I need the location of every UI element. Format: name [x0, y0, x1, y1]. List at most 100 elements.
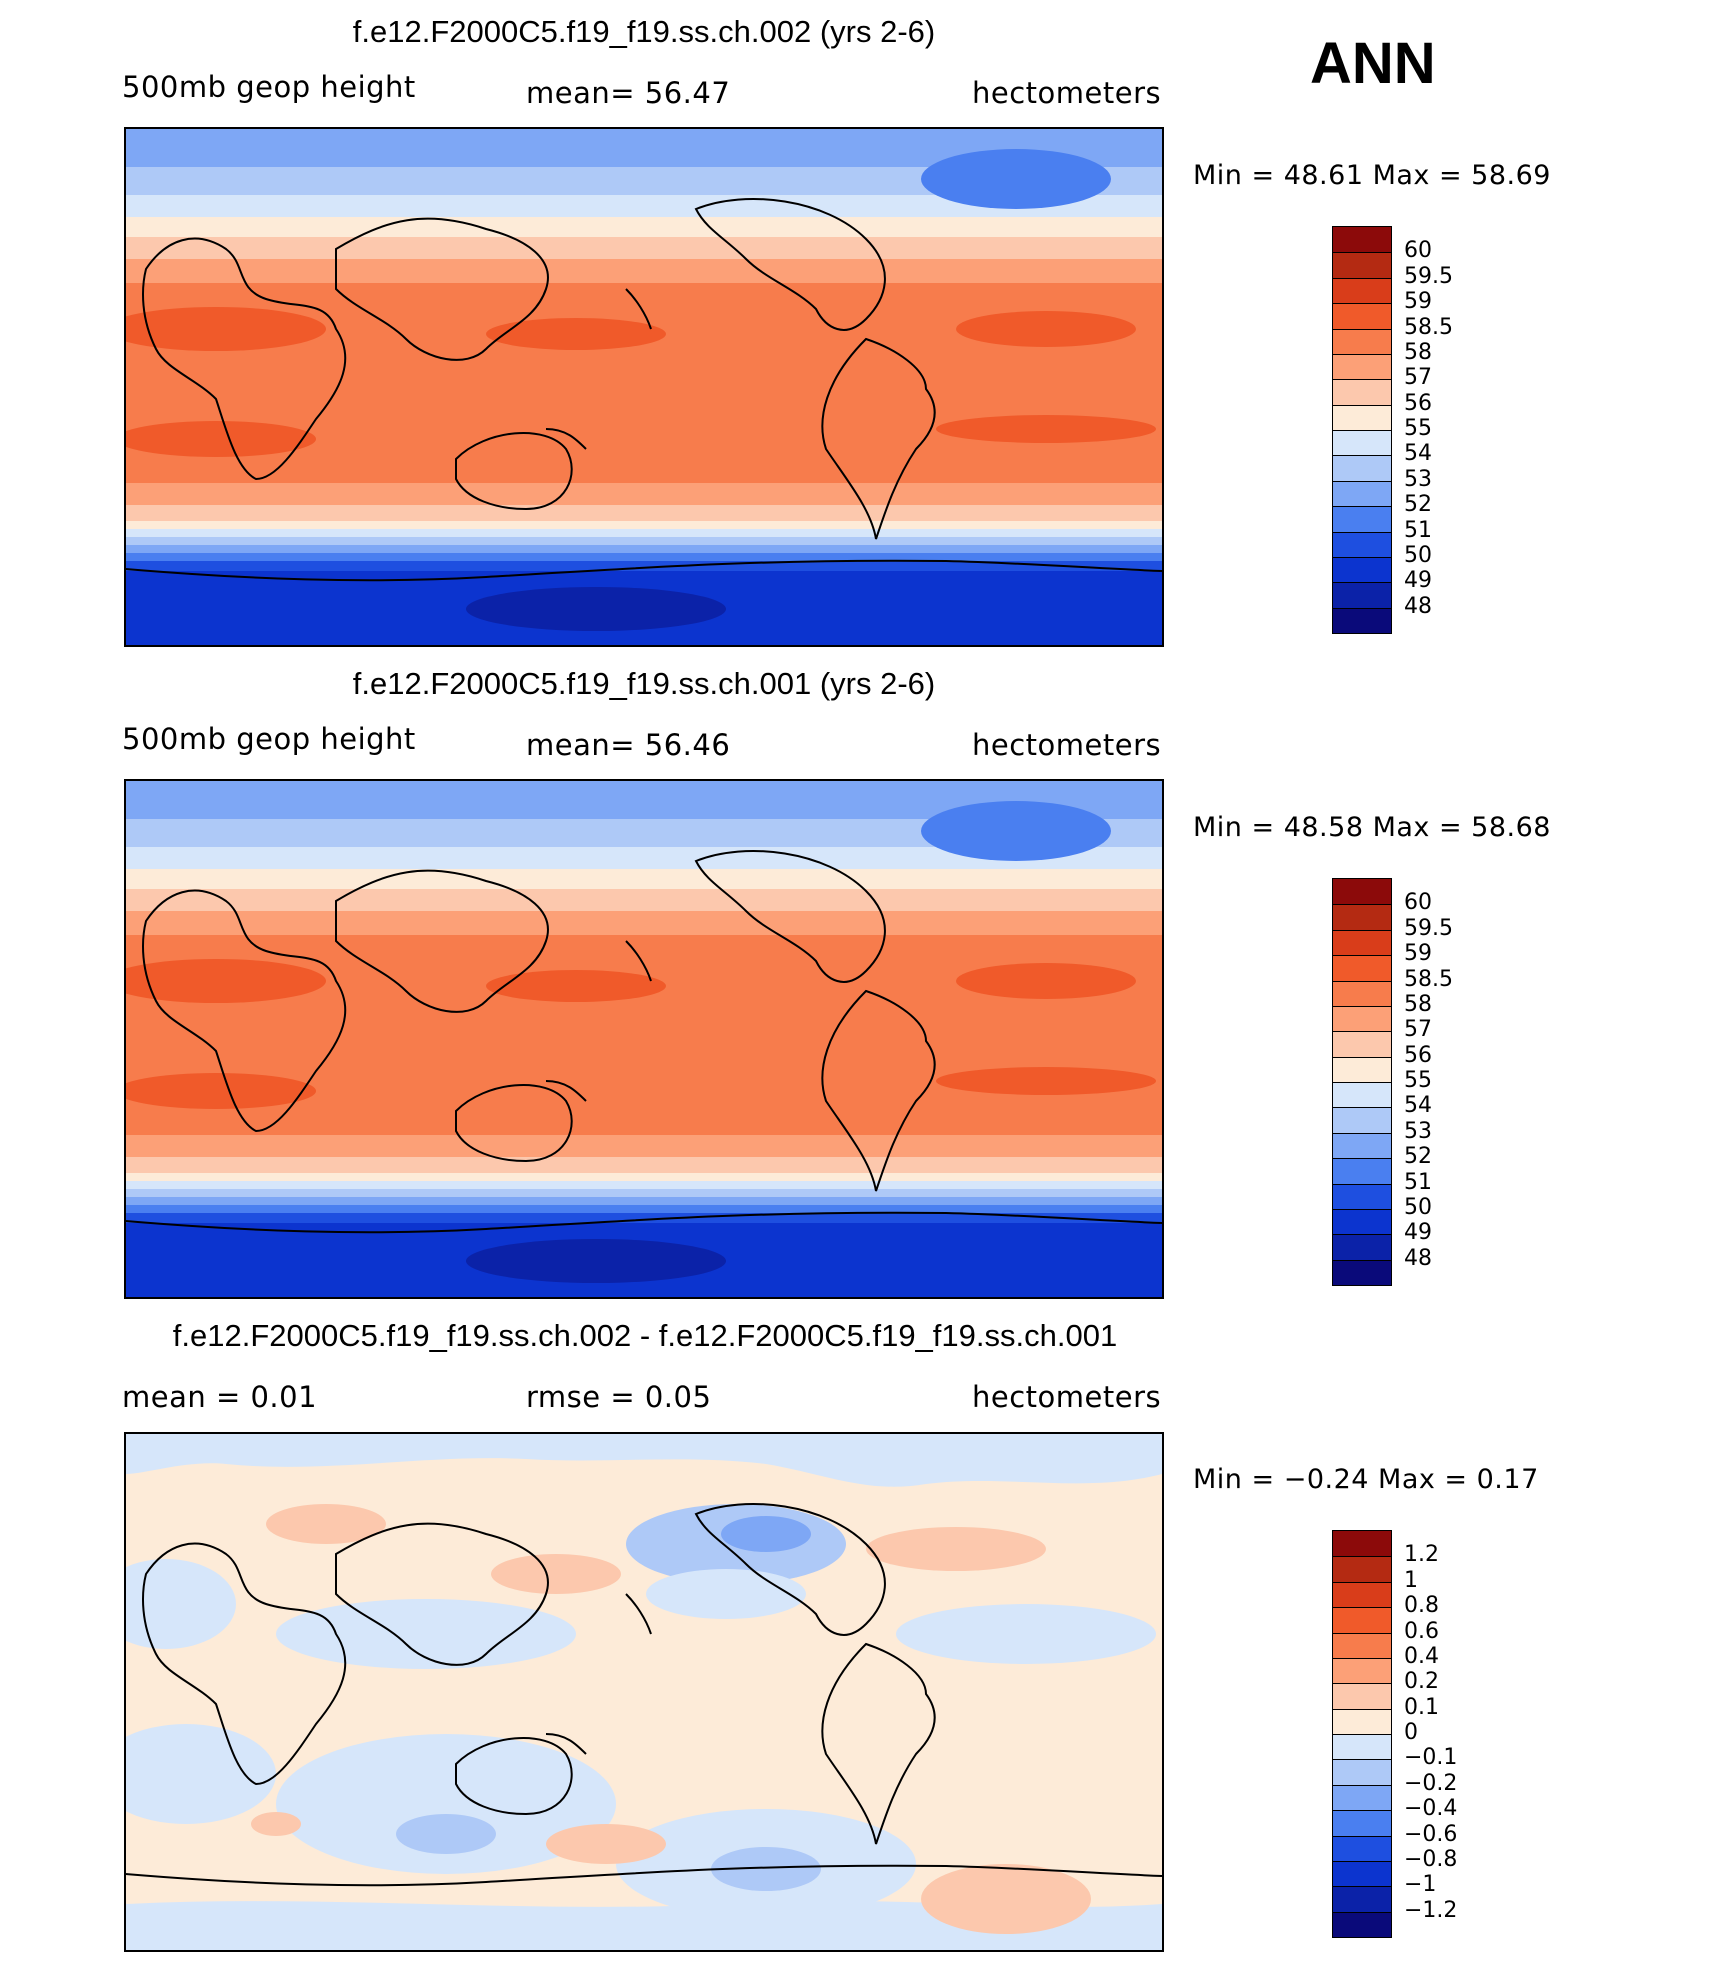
colorbar-segment — [1333, 556, 1391, 583]
colorbar-tick-label: 55 — [1404, 416, 1432, 441]
colorbar-tick-label: 50 — [1404, 542, 1432, 568]
panel-2-units-label: hectometers — [972, 728, 1162, 762]
colorbar-segment — [1333, 506, 1391, 532]
colorbar-segment — [1333, 1657, 1391, 1684]
colorbar-segment — [1333, 1158, 1391, 1184]
colorbar-segment — [1333, 1234, 1391, 1260]
colorbar-tick-label: 56 — [1404, 1042, 1432, 1068]
panel-2-title: f.e12.F2000C5.f19_f19.ss.ch.001 (yrs 2-6… — [352, 666, 936, 701]
colorbar-tick-label: −1.2 — [1404, 1897, 1458, 1923]
colorbar-tick-label: 55 — [1404, 1068, 1432, 1093]
colorbar-tick-label: 52 — [1404, 1144, 1432, 1170]
colorbar-tick-label: 58 — [1404, 991, 1432, 1017]
colorbar-tick-label: 51 — [1404, 1169, 1432, 1195]
colorbar-segment — [1333, 1107, 1391, 1133]
colorbar-tick-label: 48 — [1404, 593, 1432, 619]
panel-1-units-label: hectometers — [972, 76, 1162, 110]
colorbar-tick-label: −0.4 — [1404, 1796, 1458, 1822]
colorbar-segment — [1333, 1132, 1391, 1159]
colorbar-tick-label: 53 — [1404, 466, 1432, 492]
panel-1-variable-label: 500mb geop height — [122, 70, 416, 104]
colorbar-segment — [1333, 1183, 1391, 1209]
colorbar-segment — [1333, 1759, 1391, 1785]
colorbar-segment — [1333, 1056, 1391, 1082]
colorbar-segment — [1333, 277, 1391, 304]
colorbar-tick-label: 0.4 — [1404, 1643, 1439, 1669]
colorbar-tick-label: 59 — [1404, 289, 1432, 315]
panel-1-mean-label: mean= 56.47 — [526, 76, 731, 110]
panel-3-title: f.e12.F2000C5.f19_f19.ss.ch.002 - f.e12.… — [172, 1318, 1118, 1353]
colorbar-segment — [1333, 1531, 1391, 1557]
colorbar-tick-label: 49 — [1404, 1220, 1432, 1246]
colorbar-tick-label: 54 — [1404, 1093, 1432, 1119]
colorbar-tick-label: 50 — [1404, 1194, 1432, 1220]
panel-1-colorbar — [1332, 226, 1392, 634]
colorbar-tick-label: 49 — [1404, 568, 1432, 594]
colorbar-tick-label: 58.5 — [1404, 966, 1453, 992]
colorbar-tick-label: 0.1 — [1404, 1694, 1439, 1720]
panel-1-contour-plot — [126, 129, 1162, 645]
panel-2-mean-label: mean= 56.46 — [526, 728, 731, 762]
colorbar-segment — [1333, 227, 1391, 253]
panel-3-rmse-label: rmse = 0.05 — [526, 1380, 712, 1414]
colorbar-segment — [1333, 1031, 1391, 1057]
colorbar-segment — [1333, 1911, 1391, 1937]
colorbar-segment — [1333, 1632, 1391, 1658]
panel-3-colorbar — [1332, 1530, 1392, 1938]
panel-2-map — [124, 779, 1164, 1299]
colorbar-tick-label: 59 — [1404, 941, 1432, 967]
panel-3-contour-plot — [126, 1434, 1162, 1950]
colorbar-segment — [1333, 1810, 1391, 1836]
colorbar-segment — [1333, 252, 1391, 278]
panel-2-minmax: Min = 48.58 Max = 58.68 — [1193, 812, 1551, 843]
colorbar-segment — [1333, 480, 1391, 507]
colorbar-segment — [1333, 904, 1391, 930]
colorbar-tick-label: −0.6 — [1404, 1821, 1458, 1847]
colorbar-segment — [1333, 1860, 1391, 1887]
colorbar-segment — [1333, 1607, 1391, 1633]
colorbar-segment — [1333, 531, 1391, 557]
colorbar-tick-label: 60 — [1404, 238, 1432, 264]
colorbar-tick-label: 57 — [1404, 1017, 1432, 1043]
colorbar-tick-label: 59.5 — [1404, 263, 1453, 289]
panel-3-units-label: hectometers — [972, 1380, 1162, 1414]
colorbar-segment — [1333, 353, 1391, 380]
panel-1-minmax: Min = 48.61 Max = 58.69 — [1193, 160, 1551, 191]
panel-1-map — [124, 127, 1164, 647]
colorbar-segment — [1333, 582, 1391, 608]
colorbar-tick-label: 51 — [1404, 517, 1432, 543]
colorbar-tick-label: 0.6 — [1404, 1618, 1439, 1644]
colorbar-segment — [1333, 1581, 1391, 1608]
colorbar-segment — [1333, 1886, 1391, 1912]
colorbar-segment — [1333, 980, 1391, 1006]
colorbar-tick-label: 48 — [1404, 1245, 1432, 1271]
panel-3-minmax: Min = −0.24 Max = 0.17 — [1193, 1464, 1539, 1495]
colorbar-tick-label: 58 — [1404, 339, 1432, 365]
panel-2-variable-label: 500mb geop height — [122, 722, 416, 756]
colorbar-tick-label: 53 — [1404, 1118, 1432, 1144]
colorbar-segment — [1333, 1784, 1391, 1811]
colorbar-tick-label: −0.8 — [1404, 1846, 1458, 1872]
colorbar-tick-label: 59.5 — [1404, 915, 1453, 941]
panel-2-contour-plot — [126, 781, 1162, 1297]
colorbar-segment — [1333, 1734, 1391, 1760]
colorbar-tick-label: 0.2 — [1404, 1669, 1439, 1695]
colorbar-segment — [1333, 879, 1391, 905]
colorbar-segment — [1333, 1835, 1391, 1861]
colorbar-segment — [1333, 1082, 1391, 1108]
colorbar-segment — [1333, 607, 1391, 633]
colorbar-tick-label: 58.5 — [1404, 314, 1453, 340]
colorbar-segment — [1333, 1259, 1391, 1285]
panel-3-mean-label: mean = 0.01 — [122, 1380, 318, 1414]
colorbar-segment — [1333, 328, 1391, 354]
colorbar-tick-label: 52 — [1404, 492, 1432, 518]
colorbar-segment — [1333, 1208, 1391, 1235]
colorbar-tick-label: −1 — [1404, 1872, 1437, 1898]
colorbar-segment — [1333, 404, 1391, 430]
colorbar-tick-label: 1.2 — [1404, 1542, 1439, 1568]
colorbar-segment — [1333, 430, 1391, 456]
panel-3-map — [124, 1432, 1164, 1952]
colorbar-segment — [1333, 455, 1391, 481]
colorbar-segment — [1333, 1005, 1391, 1032]
colorbar-tick-label: 54 — [1404, 441, 1432, 467]
